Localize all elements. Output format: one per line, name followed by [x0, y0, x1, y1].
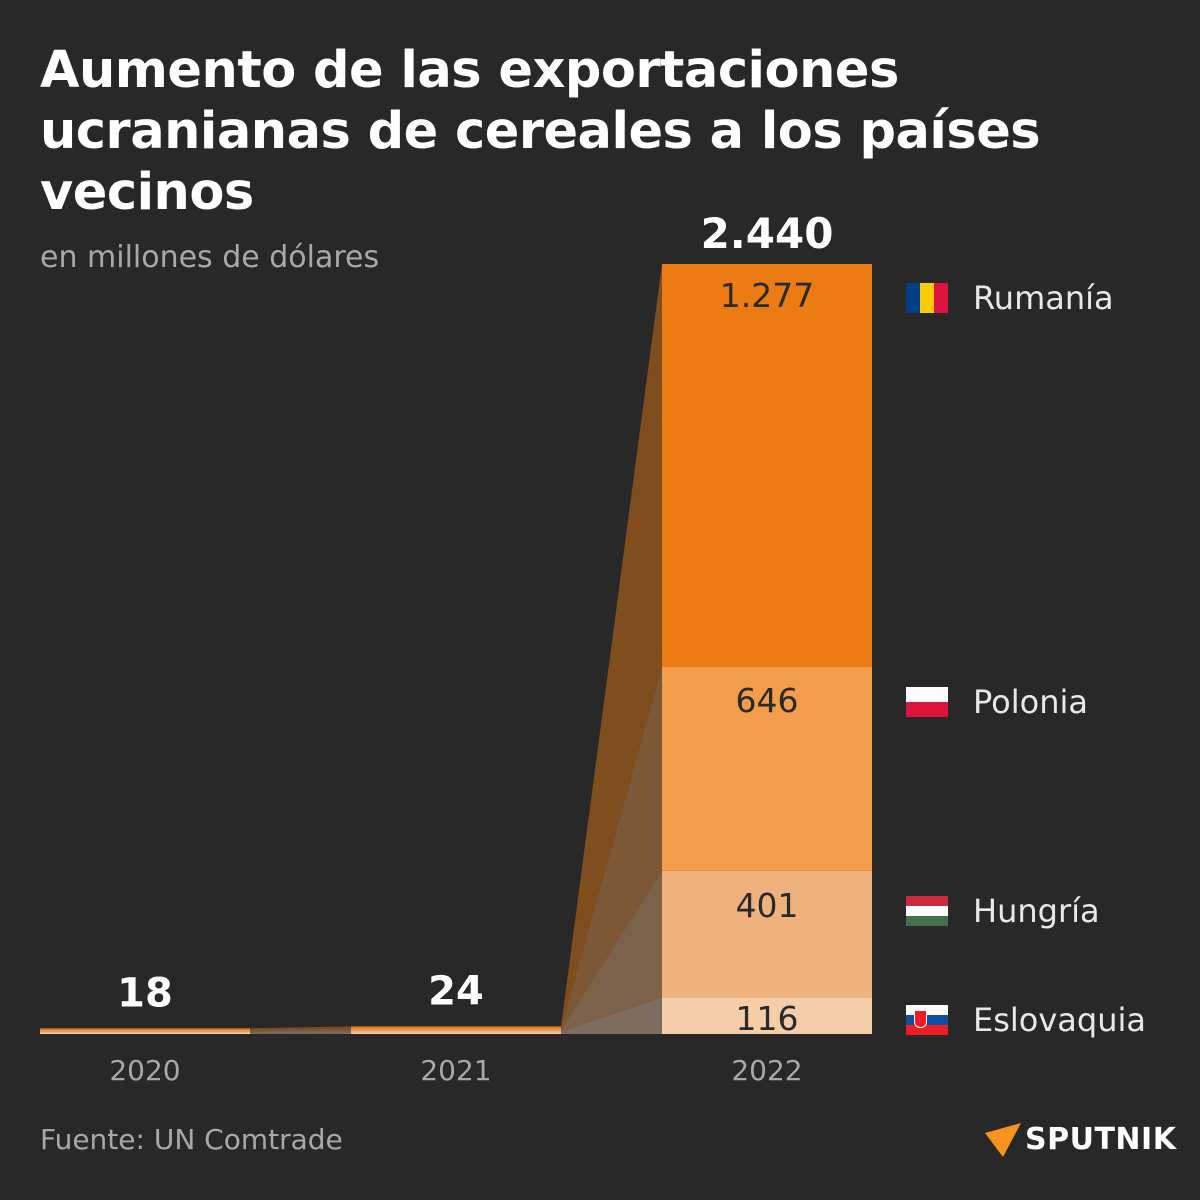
legend-label: Polonia [973, 683, 1088, 721]
bar-segment-2021-hungría [351, 1030, 561, 1033]
sputnik-logo-icon [985, 1122, 1021, 1157]
connector-rumanía [250, 1026, 351, 1030]
bar-segment-2022-polonia [662, 666, 872, 871]
connector-hungría [250, 1030, 351, 1033]
romania-flag-icon [906, 283, 948, 313]
sputnik-logo: SPUTNIK [985, 1122, 1176, 1157]
connector-polonia [250, 1028, 351, 1032]
hungary-flag-icon [906, 896, 948, 926]
bar-segment-2021-rumanía [351, 1026, 561, 1029]
total-label: 24 [428, 968, 484, 1014]
x-tick-label: 2022 [731, 1054, 802, 1087]
connector-eslovaquia [250, 1032, 351, 1034]
bar-segment-2021-eslovaquia [351, 1032, 561, 1034]
bar-segment-2020-rumanía [40, 1028, 250, 1030]
poland-flag-icon [906, 687, 948, 717]
connector-polonia [561, 666, 662, 1031]
bar-segment-2021-polonia [351, 1028, 561, 1031]
legend-item-eslovaquia: Eslovaquia [906, 1001, 1146, 1039]
legend-label: Hungría [973, 892, 1100, 930]
legend-label: Rumanía [973, 279, 1114, 317]
connector-eslovaquia [561, 997, 662, 1034]
slovakia-flag-icon [906, 1005, 948, 1035]
x-tick-label: 2020 [109, 1054, 180, 1087]
bar-segment-2022-eslovaquia [662, 997, 872, 1034]
connector-hungría [561, 870, 662, 1033]
bar-segment-2022-hungría [662, 870, 872, 998]
chart-subtitle: en millones de dólares [40, 240, 380, 275]
segment-label-polonia: 646 [736, 681, 799, 720]
legend-item-hungria: Hungría [906, 892, 1100, 930]
source-note: Fuente: UN Comtrade [40, 1123, 343, 1156]
chart-title: Aumento de las exportaciones ucranianas … [40, 41, 1041, 222]
legend-item-rumania: Rumanía [906, 279, 1114, 317]
legend-item-polonia: Polonia [906, 683, 1088, 721]
bar-segment-2020-eslovaquia [40, 1032, 250, 1034]
total-label: 18 [117, 970, 173, 1016]
total-label: 2.440 [701, 209, 834, 258]
bar-segment-2020-hungría [40, 1031, 250, 1033]
legend-label: Eslovaquia [973, 1001, 1146, 1039]
connector-rumanía [561, 264, 662, 1029]
logo-text: SPUTNIK [1025, 1122, 1177, 1157]
segment-label-rumanía: 1.277 [720, 276, 814, 315]
x-tick-label: 2021 [420, 1054, 491, 1087]
segment-label-eslovaquia: 116 [736, 999, 799, 1038]
bar-segment-2020-polonia [40, 1029, 250, 1032]
bar-segment-2022-rumanía [662, 264, 872, 667]
segment-label-hungría: 401 [736, 886, 799, 925]
